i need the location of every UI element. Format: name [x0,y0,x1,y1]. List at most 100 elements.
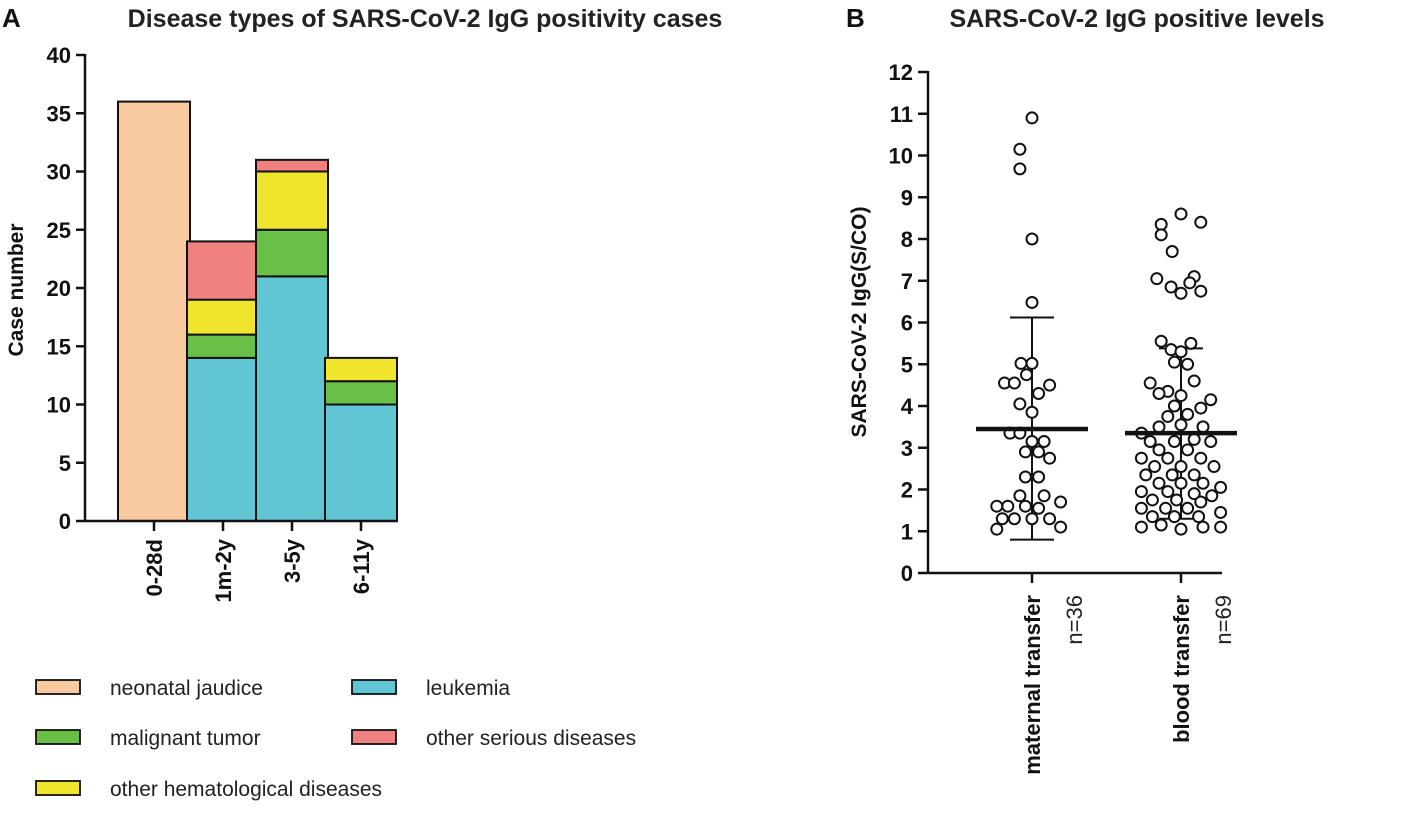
panel-a-letter: A [2,3,21,33]
x-tick-label-3-5y: 3-5y [280,538,305,583]
data-point [1145,493,1159,507]
bar-3-5y-other-serious-diseases [255,158,329,173]
data-point [1018,499,1032,513]
data-point [1167,399,1181,413]
y-tick-label: 10 [889,144,913,169]
data-point [1196,520,1210,534]
panel-a-axes [83,54,398,523]
data-point [1043,378,1057,392]
panel-b-groups: maternal transfer n=36 blood transfer n=69 [976,111,1237,775]
y-tick-label: 3 [901,436,913,461]
data-point [1204,393,1218,407]
y-tick-label: 35 [47,101,71,126]
data-point [1018,470,1032,484]
data-point [1174,389,1188,403]
y-tick-label: 10 [47,393,71,418]
y-tick-label: 0 [901,561,913,586]
data-point [1214,505,1228,519]
data-point [1025,111,1039,125]
data-point [1032,386,1046,400]
bar-3-5y-malignant-tumor [255,228,329,278]
data-point [1174,207,1188,221]
y-tick-label: 9 [901,185,913,210]
data-point [1187,432,1201,446]
bar-3-5y-leukemia [255,275,329,522]
y-tick-label: 20 [47,276,71,301]
data-point [1152,476,1166,490]
data-point [1214,520,1228,534]
y-tick-label: 30 [47,160,71,185]
data-point [1181,357,1195,371]
y-tick-label: 1 [901,519,913,544]
panel-a-y-ticks: 0 5 10 15 20 25 30 35 40 [47,43,85,534]
data-point [990,522,1004,536]
data-point [1183,276,1197,290]
data-point [1154,228,1168,242]
data-point [1174,345,1188,359]
data-point [1192,510,1206,524]
data-point [1196,476,1210,490]
data-point [1139,468,1153,482]
data-point [1054,520,1068,534]
data-point [1187,468,1201,482]
panel-a-x-ticks: 0-28d 1m-2y 3-5y 6-11y [142,521,374,603]
data-point [1181,407,1195,421]
data-point [1025,356,1039,370]
y-tick-label: 8 [901,227,913,252]
data-point [995,512,1009,526]
data-point [1214,480,1228,494]
legend-swatch-neonatal-jaudice [35,679,81,695]
data-point [1013,397,1027,411]
x-tick-label-1m-2y: 1m-2y [211,538,236,602]
data-point [1164,280,1178,294]
data-point [1196,420,1210,434]
y-tick-label: 0 [59,509,71,534]
data-point [1165,245,1179,259]
legend-label-neonatal-jaudice: neonatal jaudice [110,677,263,700]
x-tick-label-blood-transfer: blood transfer [1169,595,1194,743]
data-point [1054,495,1068,509]
data-point [1032,501,1046,515]
group-maternal-transfer: maternal transfer n=36 [976,111,1088,775]
data-point [1194,451,1208,465]
panel-b-y-axis-label: SARS-CoV-2 IgG(S/CO) [848,206,871,437]
data-point [1134,520,1148,534]
legend-label-other-hematological-diseases: other hematological diseases [110,778,382,801]
y-tick-label: 7 [901,269,913,294]
x-tick-label-maternal-transfer: maternal transfer [1020,595,1045,775]
panel-b-letter: B [846,3,865,33]
y-tick-label: 6 [901,311,913,336]
data-point [1187,374,1201,388]
panel-a: A Disease types of SARS-CoV-2 IgG positi… [2,3,722,801]
data-point [1194,495,1208,509]
bar-6-11y-other-hematological-diseases [324,356,398,383]
data-point [1043,451,1057,465]
data-point [1143,376,1157,390]
y-tick-label: 11 [890,102,913,127]
data-point [1043,512,1057,526]
data-point [1181,501,1195,515]
data-point [990,499,1004,513]
bar-0-28d-neonatal-jaudice [117,100,191,522]
panel-b-title: SARS-CoV-2 IgG positive levels [949,5,1324,33]
data-point [1167,510,1181,524]
data-point [1161,485,1175,499]
panel-b-axes [926,71,1222,575]
data-point [1159,501,1173,515]
data-point [1014,356,1028,370]
data-point [1025,295,1039,309]
data-point [1174,460,1188,474]
panel-a-title: Disease types of SARS-CoV-2 IgG positivi… [128,5,723,33]
n-label-maternal-transfer: n=36 [1062,595,1087,645]
data-point [1194,401,1208,415]
data-point [1170,493,1184,507]
data-point [1174,476,1188,490]
legend-label-other-serious-diseases: other serious diseases [426,727,636,750]
data-point [1007,512,1021,526]
y-tick-label: 25 [47,218,71,243]
data-point [1167,434,1181,448]
data-point [1161,451,1175,465]
bar-1m-2y-leukemia [186,356,260,522]
data-point [1001,499,1015,513]
data-point [1025,232,1039,246]
